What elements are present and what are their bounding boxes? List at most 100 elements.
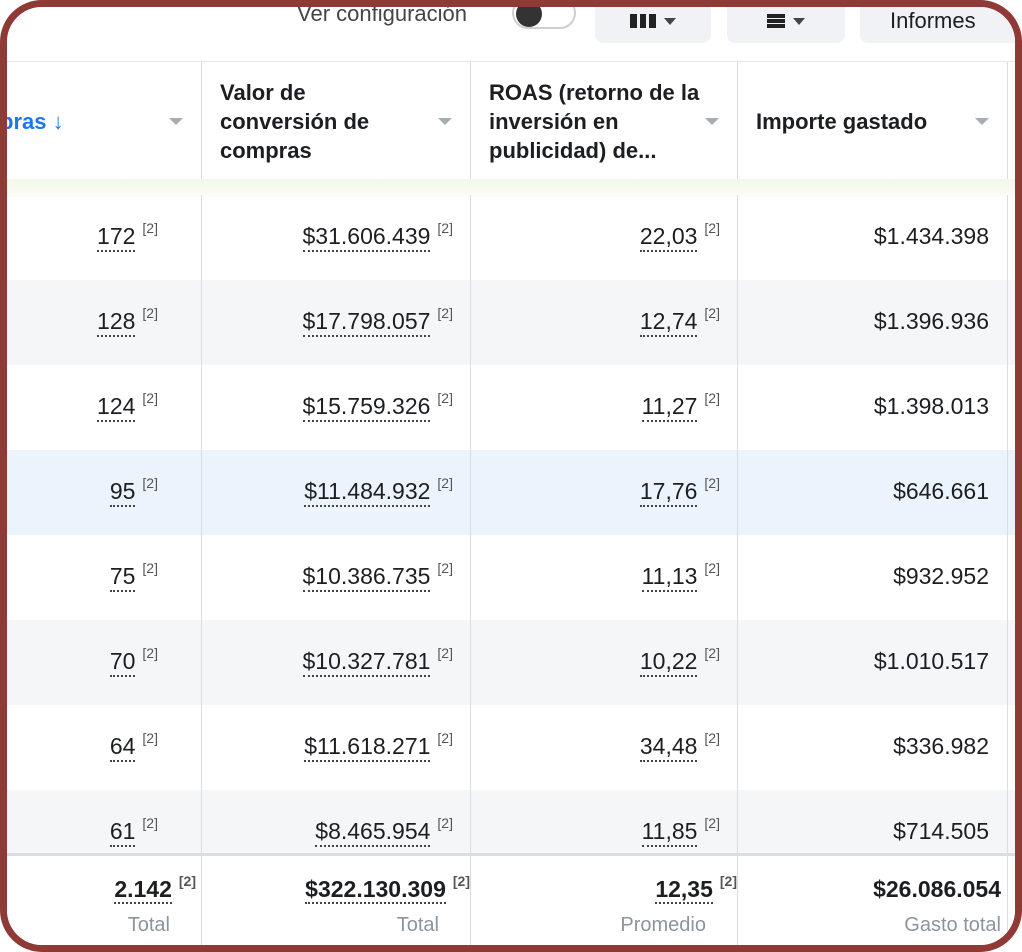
total-conversion-value[interactable]: $322.130.309 xyxy=(305,876,446,904)
table-row[interactable]: 128 [2] $17.798.057 [2] 12,74 [2] $1.396.936 xyxy=(7,280,1015,365)
column-header-amount-spent[interactable]: Importe gastado xyxy=(738,62,1008,180)
roas-cell: 22,03 [2] xyxy=(471,195,738,280)
table-row[interactable]: 75 [2] $10.386.735 [2] 11,13 [2] $932.952 xyxy=(7,535,1015,620)
metric-value-link[interactable]: 124 xyxy=(97,393,136,422)
total-amount-spent-cell: $26.086.054 Gasto total xyxy=(738,856,1008,945)
footnote-marker: [2] xyxy=(142,645,158,661)
metric-value-link[interactable]: 12,74 xyxy=(639,308,698,337)
footnote-marker: [2] xyxy=(142,560,158,576)
footnote-marker: [2] xyxy=(142,815,158,831)
footnote-marker: [2] xyxy=(142,475,158,491)
table-row[interactable]: 64 [2] $11.618.271 [2] 34,48 [2] $336.982 xyxy=(7,705,1015,790)
amount-spent-value: $336.982 xyxy=(893,733,989,759)
metric-value-link[interactable]: $17.798.057 xyxy=(302,308,431,337)
column-header-purchases[interactable]: pras ↓ xyxy=(0,62,202,180)
footnote-marker: [2] xyxy=(142,730,158,746)
metric-value-link[interactable]: 10,22 xyxy=(639,648,698,677)
average-roas-value[interactable]: 12,35 xyxy=(655,876,713,904)
amount-spent-cell: $1.010.517 xyxy=(738,620,1008,705)
table-row[interactable]: 70 [2] $10.327.781 [2] 10,22 [2] $1.010.517 xyxy=(7,620,1015,705)
sort-caret-icon[interactable] xyxy=(438,118,452,125)
metric-value-link[interactable]: 64 xyxy=(109,733,136,762)
metric-value-link[interactable]: 61 xyxy=(109,818,136,847)
amount-spent-cell: $932.952 xyxy=(738,535,1008,620)
column-header-roas[interactable]: ROAS (retorno de la inversión en publici… xyxy=(471,62,738,180)
footnote-marker: [2] xyxy=(719,873,737,889)
total-label: Total xyxy=(396,914,439,936)
column-header-label: pras ↓ xyxy=(0,108,64,134)
total-purchases-cell: 2.142 [2] Total xyxy=(7,856,202,945)
metric-value-link[interactable]: 11,85 xyxy=(641,818,698,847)
table-header: pras ↓ Valor de conversión de compras RO… xyxy=(7,61,1015,181)
table-row[interactable]: 172 [2] $31.606.439 [2] 22,03 [2] $1.434.398 xyxy=(7,195,1015,280)
total-purchases-value[interactable]: 2.142 xyxy=(114,876,172,904)
conversion-value-cell: $10.386.735 [2] xyxy=(202,535,471,620)
breakdown-icon xyxy=(767,14,785,28)
metric-value-link[interactable]: 11,27 xyxy=(641,393,698,422)
table-row[interactable]: 95 [2] $11.484.932 [2] 17,76 [2] $646.661 xyxy=(7,450,1015,535)
metric-value-link[interactable]: $8.465.954 xyxy=(315,818,431,847)
purchases-cell: 124 [2] xyxy=(7,365,202,450)
metric-value-link[interactable]: 70 xyxy=(109,648,136,677)
roas-cell: 11,13 [2] xyxy=(471,535,738,620)
footnote-marker: [2] xyxy=(437,730,453,746)
metric-value-link[interactable]: $31.606.439 xyxy=(302,223,431,252)
column-header-label: ROAS (retorno de la inversión en publici… xyxy=(489,79,700,163)
metric-value-link[interactable]: $11.484.932 xyxy=(304,478,431,507)
metric-value-link[interactable]: 11,13 xyxy=(641,563,698,592)
footnote-marker: [2] xyxy=(704,645,720,661)
reports-label: Informes xyxy=(890,8,976,33)
sort-caret-icon[interactable] xyxy=(975,118,989,125)
roas-cell: 11,85 [2] xyxy=(471,790,738,875)
metric-value-link[interactable]: 22,03 xyxy=(639,223,698,252)
column-header-label: Importe gastado xyxy=(756,108,928,134)
metric-value-link[interactable]: $15.759.326 xyxy=(302,393,431,422)
sort-caret-icon[interactable] xyxy=(169,118,183,125)
average-label: Promedio xyxy=(620,914,706,936)
columns-icon xyxy=(630,14,656,28)
metric-value-link[interactable]: $10.386.735 xyxy=(302,563,431,592)
total-amount-spent-value: $26.086.054 xyxy=(873,876,1001,902)
total-conversion-value-cell: $322.130.309 [2] Total xyxy=(202,856,471,945)
footnote-marker: [2] xyxy=(178,873,196,889)
footnote-marker: [2] xyxy=(704,730,720,746)
purchases-cell: 70 [2] xyxy=(7,620,202,705)
roas-cell: 34,48 [2] xyxy=(471,705,738,790)
purchases-cell: 172 [2] xyxy=(7,195,202,280)
metric-value-link[interactable]: 95 xyxy=(109,478,136,507)
columns-button[interactable] xyxy=(595,7,711,43)
footnote-marker: [2] xyxy=(437,305,453,321)
roas-cell: 10,22 [2] xyxy=(471,620,738,705)
footnote-marker: [2] xyxy=(437,220,453,236)
view-settings-toggle[interactable] xyxy=(512,7,576,29)
metric-value-link[interactable]: 172 xyxy=(97,223,136,252)
roas-cell: 17,76 [2] xyxy=(471,450,738,535)
footnote-marker: [2] xyxy=(704,815,720,831)
metric-value-link[interactable]: 75 xyxy=(109,563,136,592)
metric-value-link[interactable]: 17,76 xyxy=(639,478,698,507)
footnote-marker: [2] xyxy=(437,645,453,661)
column-header-conversion-value[interactable]: Valor de conversión de compras xyxy=(202,62,471,180)
purchases-cell: 75 [2] xyxy=(7,535,202,620)
metric-value-link[interactable]: $11.618.271 xyxy=(304,733,431,762)
total-label: Total xyxy=(127,914,170,936)
toolbar: Ver configuración Informes xyxy=(7,7,1015,61)
sort-caret-icon[interactable] xyxy=(705,118,719,125)
table-row[interactable]: 124 [2] $15.759.326 [2] 11,27 [2] $1.398.013 xyxy=(7,365,1015,450)
metric-value-link[interactable]: 128 xyxy=(97,308,136,337)
toggle-knob xyxy=(516,7,542,27)
amount-spent-value: $1.398.013 xyxy=(873,393,989,419)
amount-spent-value: $1.010.517 xyxy=(873,648,989,674)
metric-value-link[interactable]: $10.327.781 xyxy=(302,648,431,677)
total-roas-cell: 12,35 [2] Promedio xyxy=(471,856,738,945)
amount-spent-cell: $646.661 xyxy=(738,450,1008,535)
roas-cell: 11,27 [2] xyxy=(471,365,738,450)
metric-value-link[interactable]: 34,48 xyxy=(639,733,698,762)
roas-cell: 12,74 [2] xyxy=(471,280,738,365)
amount-spent-value: $1.396.936 xyxy=(873,308,989,334)
conversion-value-cell: $15.759.326 [2] xyxy=(202,365,471,450)
breakdown-button[interactable] xyxy=(727,7,845,43)
conversion-value-cell: $31.606.439 [2] xyxy=(202,195,471,280)
reports-button[interactable]: Informes xyxy=(860,7,1015,43)
